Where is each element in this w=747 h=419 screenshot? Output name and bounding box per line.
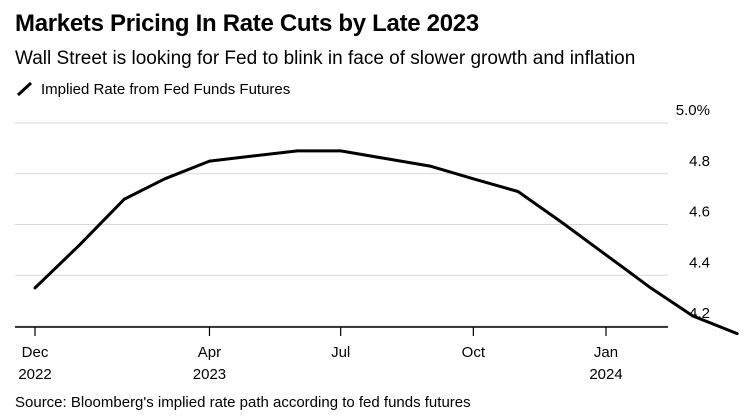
legend-line-icon bbox=[16, 81, 33, 97]
chart-subtitle: Wall Street is looking for Fed to blink … bbox=[15, 48, 636, 69]
chart-source: Source: Bloomberg's implied rate path ac… bbox=[15, 394, 471, 411]
x-tick-year-label: 2022 bbox=[18, 366, 51, 383]
x-tick-year-label: 2023 bbox=[193, 366, 226, 383]
series-line-implied-rate bbox=[33, 149, 739, 336]
x-tick-year-label: 2024 bbox=[589, 366, 622, 383]
x-tick-label: Dec bbox=[22, 344, 49, 361]
chart-legend: Implied Rate from Fed Funds Futures bbox=[15, 79, 290, 99]
y-tick-label: 5.0% bbox=[676, 102, 710, 119]
chart-title: Markets Pricing In Rate Cuts by Late 202… bbox=[15, 10, 479, 37]
y-tick-label: 4.8 bbox=[689, 153, 710, 170]
x-tick-label: Oct bbox=[462, 344, 486, 361]
x-tick-label: Apr bbox=[198, 344, 221, 361]
y-tick-label: 4.4 bbox=[689, 254, 710, 271]
y-tick-label: 4.6 bbox=[689, 204, 710, 221]
x-tick-label: Jan bbox=[594, 344, 618, 361]
x-tick-label: Jul bbox=[331, 344, 350, 361]
legend-label: Implied Rate from Fed Funds Futures bbox=[41, 80, 291, 98]
